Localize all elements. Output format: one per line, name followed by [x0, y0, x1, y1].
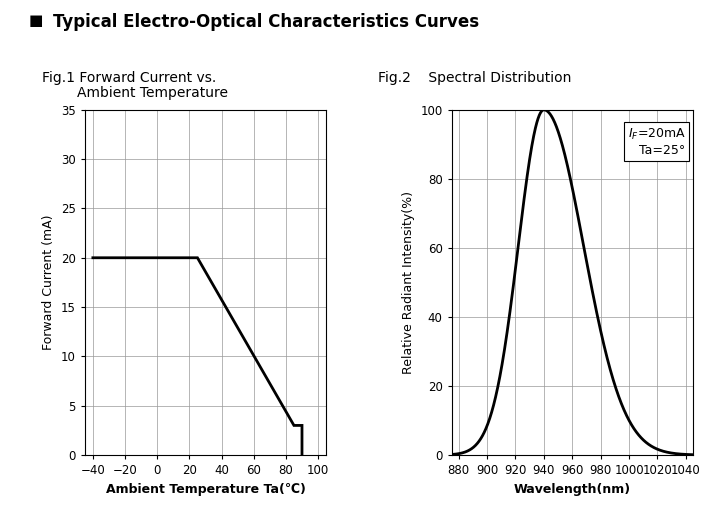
Text: $I_F$=20mA
Ta=25°: $I_F$=20mA Ta=25° — [628, 127, 686, 157]
Text: Fig.2    Spectral Distribution: Fig.2 Spectral Distribution — [378, 71, 572, 85]
Text: Fig.1 Forward Current vs.: Fig.1 Forward Current vs. — [42, 71, 216, 85]
Text: Typical Electro-Optical Characteristics Curves: Typical Electro-Optical Characteristics … — [53, 13, 479, 31]
X-axis label: Ambient Temperature Ta(℃): Ambient Temperature Ta(℃) — [105, 483, 305, 496]
Y-axis label: Relative Radiant Intensity(%): Relative Radiant Intensity(%) — [402, 191, 415, 374]
X-axis label: Wavelength(nm): Wavelength(nm) — [514, 483, 631, 496]
Text: ■: ■ — [28, 13, 42, 28]
Y-axis label: Forward Current (mA): Forward Current (mA) — [42, 214, 55, 350]
Text: Ambient Temperature: Ambient Temperature — [42, 86, 228, 100]
